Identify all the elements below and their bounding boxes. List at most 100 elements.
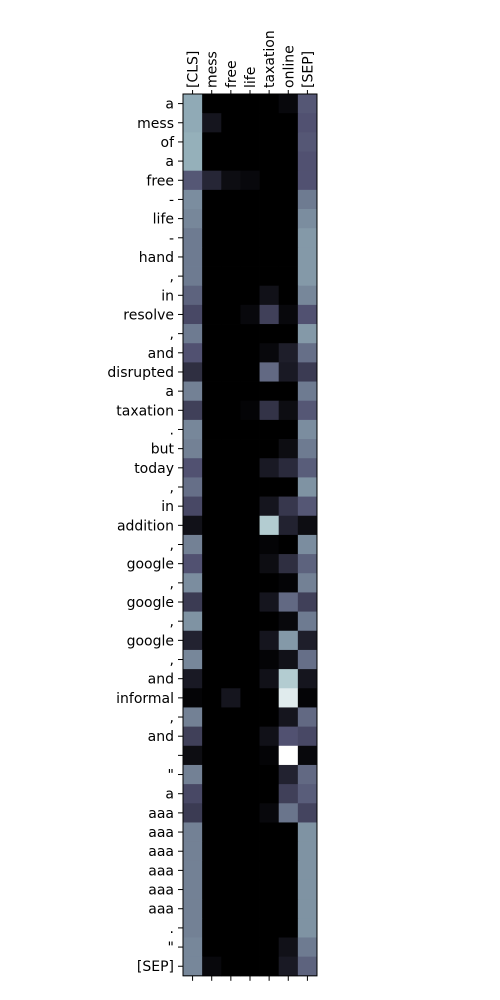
heatmap-cell bbox=[259, 151, 280, 172]
heatmap-cell bbox=[202, 899, 222, 919]
heatmap-cell bbox=[278, 956, 299, 977]
heatmap-cell bbox=[297, 170, 318, 191]
y-tick-label: of bbox=[161, 135, 176, 151]
heatmap-cell bbox=[221, 554, 241, 574]
heatmap-cell bbox=[278, 611, 299, 632]
heatmap-cell bbox=[221, 228, 241, 248]
heatmap-cell bbox=[297, 899, 318, 919]
heatmap-cell bbox=[202, 496, 222, 517]
heatmap-cell bbox=[259, 362, 280, 382]
y-tick-label: , bbox=[170, 480, 174, 496]
heatmap-cell bbox=[202, 726, 222, 747]
heatmap-cell bbox=[278, 247, 299, 267]
heatmap-cell bbox=[183, 707, 203, 728]
heatmap-cell bbox=[221, 860, 241, 881]
heatmap-cell bbox=[202, 515, 222, 536]
heatmap-cell bbox=[278, 669, 299, 689]
heatmap-cell bbox=[221, 94, 241, 114]
heatmap-cell bbox=[221, 439, 241, 459]
heatmap-cell bbox=[297, 266, 318, 287]
heatmap-cell bbox=[259, 937, 280, 958]
heatmap-cell bbox=[278, 726, 299, 747]
y-tick-label: " bbox=[168, 768, 174, 784]
heatmap-cell bbox=[183, 803, 203, 823]
x-tick-label: online bbox=[281, 45, 297, 88]
heatmap-cell bbox=[240, 113, 260, 133]
heatmap-cell bbox=[278, 554, 299, 574]
heatmap-cell bbox=[297, 554, 318, 574]
y-tick-label: , bbox=[170, 653, 174, 669]
heatmap-cell bbox=[183, 918, 203, 938]
heatmap-cell bbox=[297, 860, 318, 881]
heatmap-cell bbox=[240, 745, 260, 766]
heatmap-cell bbox=[297, 362, 318, 382]
heatmap-cell bbox=[259, 381, 280, 402]
heatmap-cell bbox=[183, 132, 203, 152]
heatmap-cell bbox=[202, 534, 222, 555]
heatmap-cell bbox=[240, 649, 260, 670]
heatmap-cell bbox=[278, 477, 299, 497]
y-tick-label: , bbox=[170, 269, 174, 285]
heatmap-cell bbox=[183, 822, 203, 843]
heatmap-cell bbox=[202, 688, 222, 708]
heatmap-cell bbox=[183, 247, 203, 267]
heatmap-cell bbox=[183, 266, 203, 287]
heatmap-cell bbox=[202, 937, 222, 958]
heatmap-cell bbox=[240, 937, 260, 958]
x-tick-label: life bbox=[243, 67, 259, 88]
heatmap-cell bbox=[297, 458, 318, 478]
heatmap-cell bbox=[297, 439, 318, 459]
heatmap-cell bbox=[297, 113, 318, 133]
heatmap-cell bbox=[240, 688, 260, 708]
heatmap-cell bbox=[259, 611, 280, 632]
heatmap-cell bbox=[259, 477, 280, 497]
y-tick-label: google bbox=[127, 557, 174, 573]
heatmap-cell bbox=[202, 400, 222, 421]
heatmap-cell bbox=[202, 956, 222, 977]
heatmap-cell bbox=[202, 304, 222, 325]
heatmap-cell bbox=[259, 534, 280, 555]
heatmap-cell bbox=[278, 592, 299, 612]
heatmap-cell bbox=[240, 822, 260, 843]
heatmap-cell bbox=[278, 649, 299, 670]
heatmap-cell bbox=[221, 285, 241, 306]
heatmap-cell bbox=[183, 285, 203, 306]
heatmap-cell bbox=[297, 879, 318, 900]
heatmap-cell bbox=[183, 209, 203, 229]
heatmap-cell bbox=[221, 841, 241, 862]
y-tick-label: aaa bbox=[148, 825, 174, 841]
heatmap-cell bbox=[183, 381, 203, 402]
heatmap-cell bbox=[221, 477, 241, 497]
heatmap-cell bbox=[297, 247, 318, 267]
heatmap-cell bbox=[183, 860, 203, 881]
heatmap-cell bbox=[278, 534, 299, 555]
heatmap-cell bbox=[240, 899, 260, 919]
y-tick-label: - bbox=[169, 231, 174, 247]
heatmap-cell bbox=[183, 439, 203, 459]
heatmap-cell bbox=[183, 573, 203, 593]
heatmap-cell bbox=[240, 458, 260, 478]
heatmap-cell bbox=[202, 822, 222, 843]
heatmap-cell bbox=[183, 764, 203, 785]
heatmap-cell bbox=[240, 592, 260, 612]
heatmap-cell bbox=[221, 688, 241, 708]
y-tick-label: google bbox=[127, 595, 174, 611]
heatmap-cell bbox=[297, 688, 318, 708]
heatmap-cell bbox=[297, 228, 318, 248]
heatmap-cell bbox=[278, 860, 299, 881]
heatmap-cell bbox=[278, 228, 299, 248]
x-tick-label: free bbox=[224, 60, 240, 88]
heatmap-cell bbox=[297, 611, 318, 632]
heatmap-cell bbox=[240, 419, 260, 440]
heatmap-cell bbox=[221, 918, 241, 938]
heatmap-cell bbox=[221, 592, 241, 612]
heatmap-cell bbox=[221, 419, 241, 440]
heatmap-cell bbox=[240, 784, 260, 804]
heatmap-cell bbox=[259, 209, 280, 229]
y-tick-label: aaa bbox=[148, 863, 174, 879]
heatmap-cell bbox=[259, 515, 280, 536]
heatmap-cell bbox=[278, 304, 299, 325]
heatmap-cell bbox=[259, 343, 280, 363]
heatmap-cell bbox=[221, 937, 241, 958]
heatmap-cell bbox=[183, 228, 203, 248]
